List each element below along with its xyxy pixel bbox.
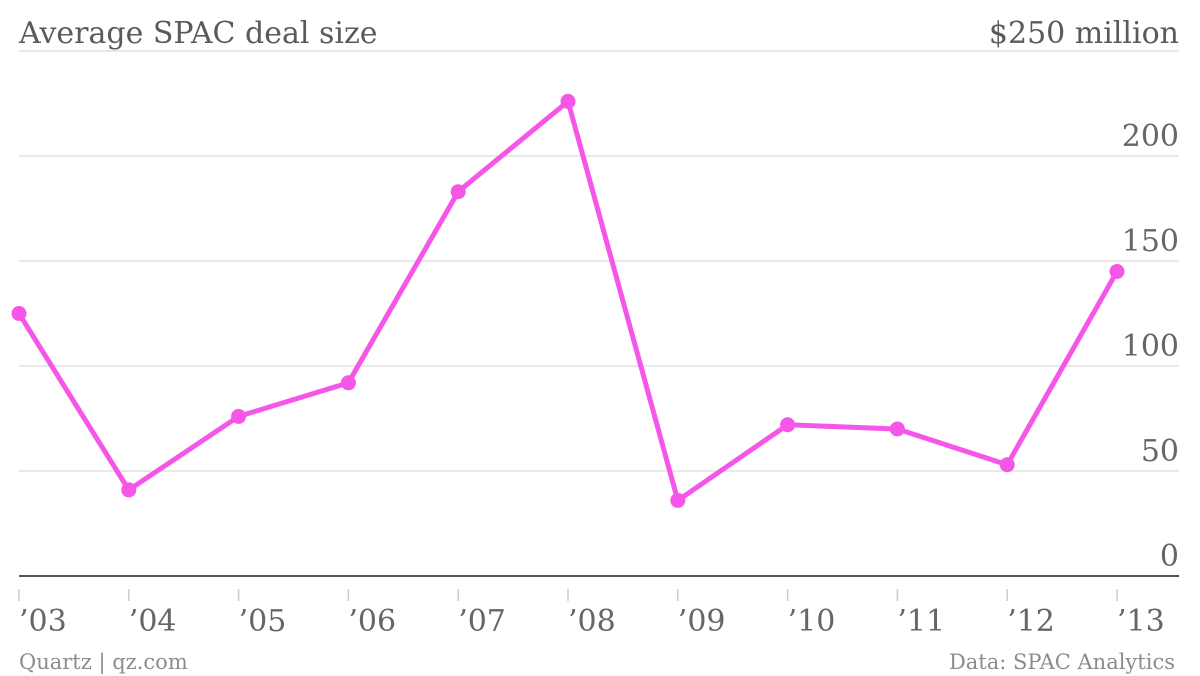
y-tick-label: 200	[1122, 119, 1179, 154]
y-axis-tick-labels: 0 50 100 150 200	[1122, 119, 1179, 574]
data-point	[1109, 264, 1125, 279]
x-tick-label: ’10	[788, 604, 836, 639]
data-point	[560, 93, 576, 109]
data-point	[340, 375, 356, 391]
source-credit: Quartz | qz.com	[19, 650, 188, 675]
x-tick-label: ’13	[1117, 604, 1165, 639]
data-source: Data: SPAC Analytics	[949, 650, 1175, 674]
x-tick-label: ’09	[678, 604, 726, 639]
data-point	[450, 184, 466, 200]
data-point	[11, 306, 27, 321]
x-tick-label: ’05	[239, 604, 287, 639]
x-tick-label: ’06	[348, 604, 396, 639]
series-line	[16, 98, 1120, 503]
x-tick-label: ’07	[458, 604, 506, 639]
x-tick-label: ’04	[129, 604, 177, 639]
data-point	[999, 457, 1015, 473]
x-tick-label: ’11	[897, 604, 945, 639]
y-tick-label: 100	[1122, 329, 1179, 364]
data-point	[889, 421, 905, 437]
data-point	[231, 408, 247, 424]
data-point	[670, 492, 686, 508]
data-point	[780, 417, 796, 433]
y-tick-label: 50	[1141, 434, 1179, 469]
x-axis: ’03 ’04 ’05 ’06 ’07 ’08 ’09 ’10 ’11 ’12 ’13	[18, 575, 1179, 639]
x-tick-label: ’03	[19, 604, 67, 639]
data-series	[11, 93, 1125, 508]
x-tick-label: ’08	[568, 604, 616, 639]
data-point	[121, 482, 137, 498]
y-tick-label: 0	[1160, 539, 1179, 574]
gridlines	[19, 50, 1179, 472]
x-tick-label: ’12	[1007, 604, 1055, 639]
chart-title: Average SPAC deal size	[18, 16, 378, 51]
y-tick-label: 150	[1122, 224, 1179, 259]
y-axis-top-label: $250 million	[989, 16, 1179, 51]
